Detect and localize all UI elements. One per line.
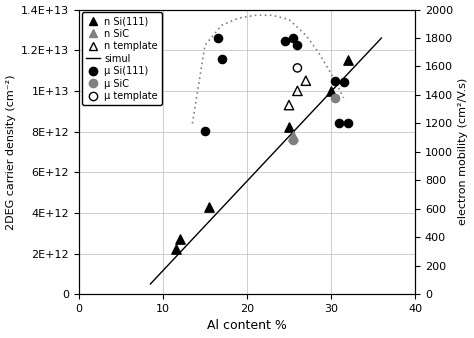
Point bbox=[285, 102, 293, 108]
Point bbox=[285, 125, 293, 130]
Point bbox=[218, 57, 226, 62]
Point bbox=[340, 79, 347, 85]
X-axis label: Al content %: Al content % bbox=[207, 319, 287, 333]
Point bbox=[290, 133, 297, 138]
Point bbox=[172, 247, 179, 252]
Point bbox=[336, 121, 343, 126]
Point bbox=[293, 88, 301, 94]
Point bbox=[331, 78, 339, 83]
Y-axis label: 2DEG carrier density (cm⁻²): 2DEG carrier density (cm⁻²) bbox=[6, 74, 16, 230]
Point bbox=[293, 65, 301, 71]
Y-axis label: electron mobility (cm²/V.s): electron mobility (cm²/V.s) bbox=[458, 78, 468, 225]
Point bbox=[327, 88, 335, 94]
Point bbox=[344, 58, 352, 63]
Point bbox=[344, 121, 352, 126]
Legend: n Si(111), n SiC, n template, simul, μ Si(111), μ SiC, μ template: n Si(111), n SiC, n template, simul, μ S… bbox=[82, 13, 162, 105]
Point bbox=[205, 204, 213, 210]
Point bbox=[281, 38, 289, 44]
Point bbox=[176, 237, 183, 242]
Point bbox=[290, 35, 297, 41]
Point bbox=[293, 43, 301, 48]
Point bbox=[214, 35, 221, 41]
Point bbox=[201, 128, 209, 133]
Point bbox=[302, 78, 310, 83]
Point bbox=[290, 138, 297, 143]
Point bbox=[331, 95, 339, 100]
